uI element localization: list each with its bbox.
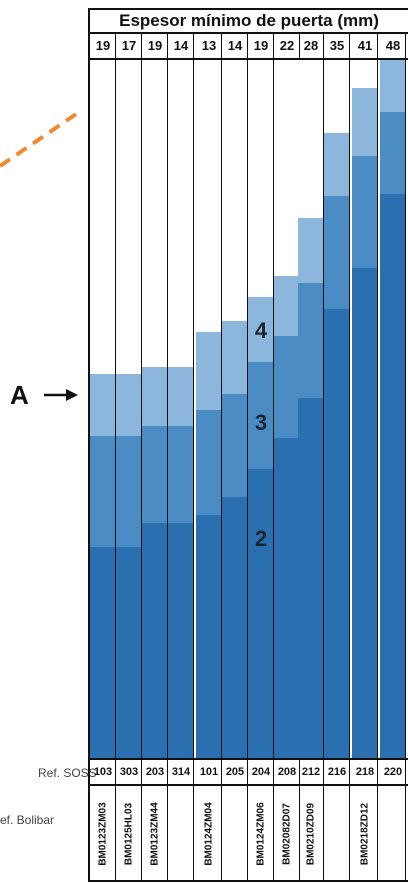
level-4-segment bbox=[298, 218, 324, 283]
column-divider bbox=[377, 34, 378, 882]
ref-soss-value: 303 bbox=[119, 766, 139, 778]
level-3-segment bbox=[196, 410, 222, 515]
ref-soss-value: 205 bbox=[225, 766, 245, 778]
empty-segment bbox=[352, 60, 378, 88]
level-3-segment bbox=[274, 336, 300, 438]
level-2-segment bbox=[298, 398, 324, 758]
level-2-segment bbox=[196, 515, 222, 758]
thickness-value: 41 bbox=[357, 38, 373, 53]
ref-soss-value: 218 bbox=[355, 766, 375, 778]
column-divider bbox=[247, 34, 248, 882]
empty-segment bbox=[324, 60, 350, 133]
level-2-segment bbox=[274, 438, 300, 758]
level-2-segment bbox=[380, 194, 406, 758]
ref-soss-value: 220 bbox=[383, 766, 403, 778]
soss-row-top-divider bbox=[88, 758, 408, 760]
ref-soss-value: 204 bbox=[251, 766, 271, 778]
level-3-segment bbox=[168, 426, 194, 523]
header-divider bbox=[88, 32, 408, 34]
column-divider bbox=[349, 34, 350, 882]
empty-segment bbox=[168, 60, 194, 367]
level-2-segment bbox=[324, 309, 350, 758]
ref-soss-value: 103 bbox=[93, 766, 113, 778]
level-3-segment bbox=[116, 436, 142, 547]
ref-soss-value: 208 bbox=[277, 766, 297, 778]
level-3-number: 3 bbox=[254, 410, 268, 435]
empty-segment bbox=[298, 60, 324, 218]
level-4-segment bbox=[168, 367, 194, 426]
ref-soss-value: 314 bbox=[171, 766, 191, 778]
empty-segment bbox=[142, 60, 168, 367]
level-3-segment bbox=[222, 394, 248, 497]
thickness-value: 19 bbox=[253, 38, 269, 53]
thickness-value: 13 bbox=[201, 38, 217, 53]
level-4-number: 4 bbox=[254, 318, 268, 343]
level-3-segment bbox=[324, 196, 350, 309]
level-4-segment bbox=[324, 133, 350, 196]
thickness-value: 22 bbox=[279, 38, 295, 53]
level-2-segment bbox=[90, 547, 116, 758]
level-2-number: 2 bbox=[254, 526, 268, 551]
level-2-segment bbox=[116, 547, 142, 758]
level-2-segment bbox=[168, 523, 194, 758]
level-2-segment bbox=[352, 268, 378, 758]
empty-segment bbox=[90, 60, 116, 374]
ref-soss-value: 203 bbox=[145, 766, 165, 778]
chart-header-title: Espesor mínimo de puerta (mm) bbox=[119, 11, 379, 30]
thickness-value: 28 bbox=[303, 38, 319, 53]
level-2-segment bbox=[222, 497, 248, 758]
level-4-segment bbox=[274, 276, 300, 336]
ref-soss-value: 101 bbox=[199, 766, 219, 778]
right-arrow-icon bbox=[44, 389, 78, 401]
marker-label-a: A bbox=[10, 380, 29, 410]
column-divider bbox=[167, 34, 168, 882]
ref-soss-value: 216 bbox=[327, 766, 347, 778]
ref-soss-row-label: Ref. SOSS bbox=[38, 766, 97, 780]
level-3-segment bbox=[298, 283, 324, 398]
thickness-value: 17 bbox=[121, 38, 137, 53]
level-4-segment bbox=[90, 374, 116, 436]
column-divider bbox=[193, 34, 194, 882]
empty-segment bbox=[196, 60, 222, 332]
thickness-row-divider bbox=[88, 58, 408, 60]
column-divider bbox=[273, 34, 274, 882]
level-4-segment bbox=[142, 367, 168, 426]
level-2-segment bbox=[142, 523, 168, 758]
thickness-value: 19 bbox=[95, 38, 111, 53]
column-divider bbox=[323, 34, 324, 882]
column-divider bbox=[405, 34, 406, 882]
empty-segment bbox=[274, 60, 300, 276]
thickness-value: 19 bbox=[147, 38, 163, 53]
bolibar-row-top-divider bbox=[88, 784, 408, 786]
ref-soss-value: 212 bbox=[301, 766, 321, 778]
thickness-value: 14 bbox=[173, 38, 189, 53]
level-4-segment bbox=[116, 374, 142, 436]
empty-segment bbox=[248, 60, 274, 297]
level-4-segment bbox=[248, 297, 274, 362]
empty-segment bbox=[116, 60, 142, 374]
empty-segment bbox=[222, 60, 248, 321]
thickness-value: 48 bbox=[385, 38, 401, 53]
orange-dashed-leader-line bbox=[0, 110, 84, 168]
ref-bolibar-row-label: ef. Bolibar bbox=[0, 813, 55, 827]
level-3-segment bbox=[248, 362, 274, 469]
level-3-segment bbox=[90, 436, 116, 547]
column-divider bbox=[141, 34, 142, 882]
level-3-segment bbox=[352, 156, 378, 268]
thickness-value: 35 bbox=[329, 38, 345, 53]
chart-frame bbox=[88, 8, 408, 882]
level-3-segment bbox=[142, 426, 168, 523]
thickness-value: 14 bbox=[227, 38, 243, 53]
level-3-segment bbox=[380, 112, 406, 194]
level-4-segment bbox=[222, 321, 248, 394]
level-4-segment bbox=[352, 88, 378, 156]
level-4-segment bbox=[380, 60, 406, 112]
level-2-segment bbox=[248, 469, 274, 758]
column-divider bbox=[115, 34, 116, 882]
level-4-segment bbox=[196, 332, 222, 410]
column-divider bbox=[221, 34, 222, 882]
